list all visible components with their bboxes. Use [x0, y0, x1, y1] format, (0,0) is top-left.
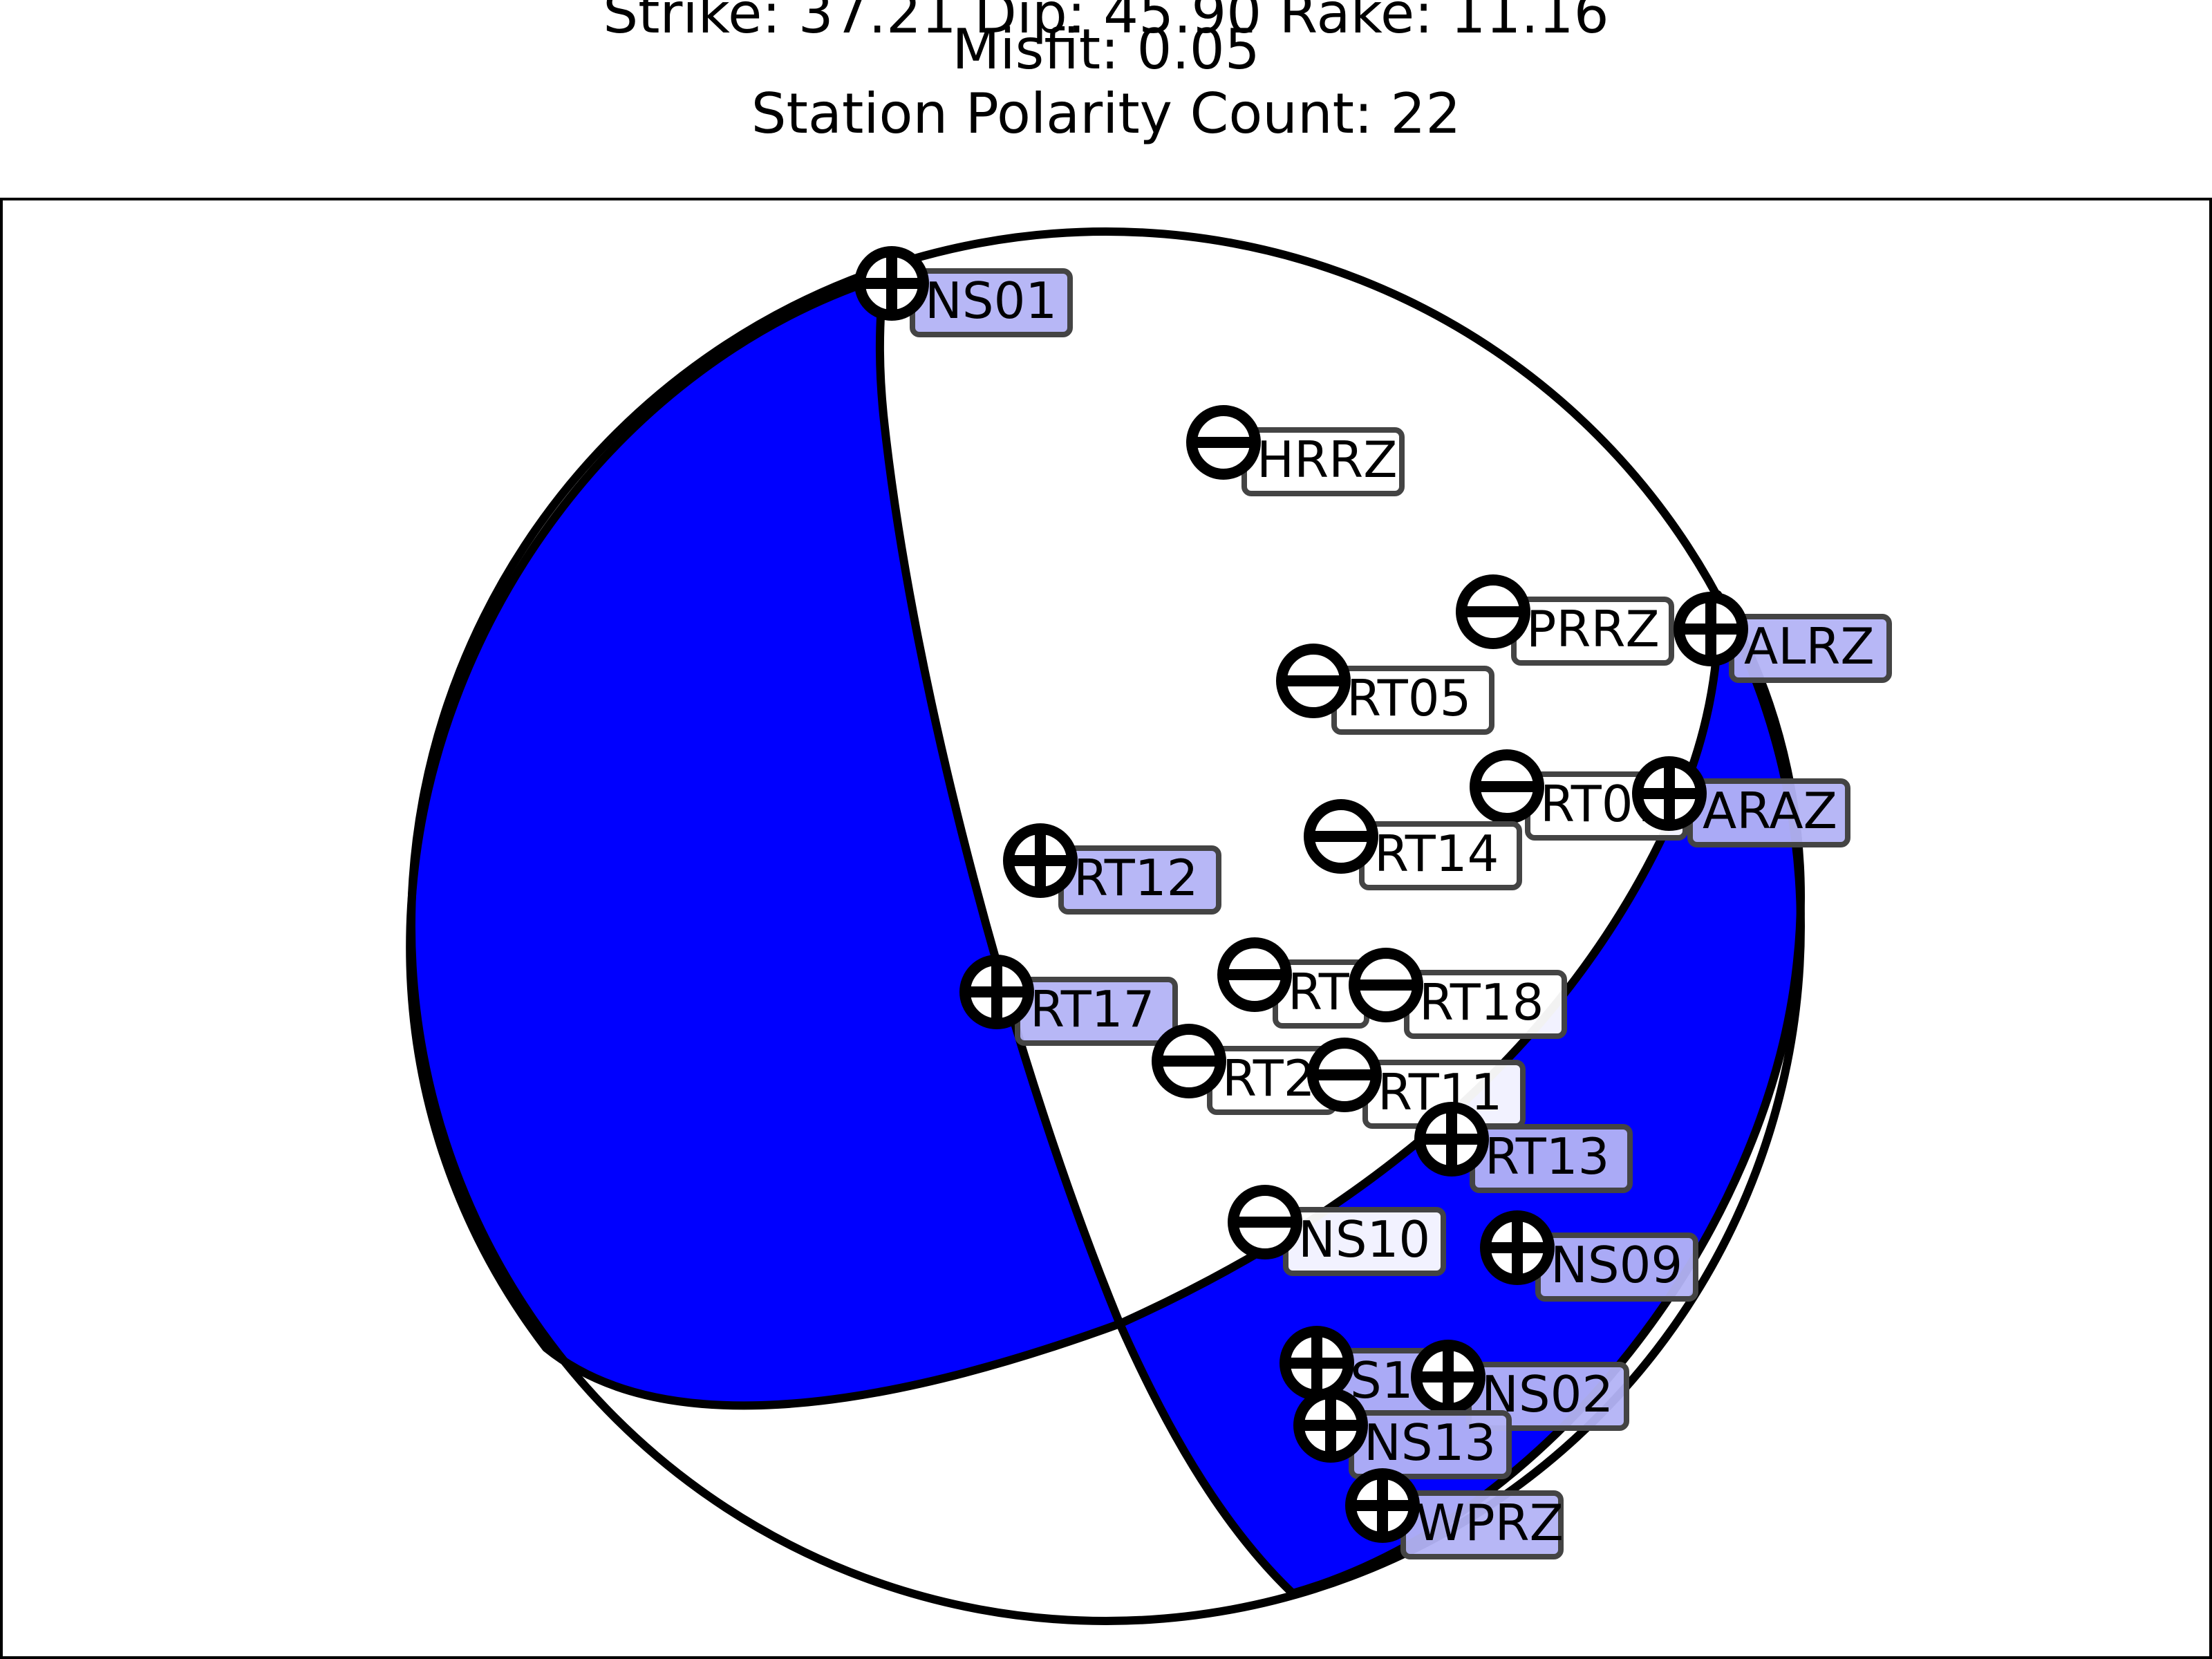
station-label: NS10	[1298, 1210, 1430, 1268]
station-label: RT13	[1485, 1127, 1609, 1185]
station-label: PRRZ	[1526, 600, 1660, 658]
station-label: RT18	[1419, 973, 1544, 1031]
station-rt14: RT14	[1304, 799, 1522, 890]
station-label: NS01	[925, 272, 1057, 330]
station-label: ALRZ	[1744, 617, 1875, 675]
station-label: RT17	[1030, 980, 1154, 1038]
compressional-quadrant-west	[406, 272, 1124, 1410]
station-label: RT05	[1347, 669, 1471, 727]
polarity-count-label: Station Polarity Count: 22	[751, 82, 1461, 146]
station-label: RT14	[1374, 825, 1499, 883]
focal-sphere	[406, 227, 1806, 1625]
station-label: NS13	[1364, 1414, 1496, 1472]
station-ns10: NS10	[1228, 1185, 1446, 1276]
station-label: HRRZ	[1257, 431, 1398, 489]
station-ns01: NS01	[854, 246, 1073, 337]
station-ns13: NS13	[1293, 1388, 1512, 1479]
station-rt05: RT05	[1276, 644, 1494, 735]
station-label: NS09	[1550, 1236, 1683, 1294]
station-prrz: PRRZ	[1456, 574, 1674, 666]
station-rt11: RT11	[1307, 1038, 1526, 1129]
station-ns02: NS02	[1411, 1340, 1629, 1431]
station-rt13: RT13	[1414, 1102, 1633, 1193]
station-label: RT	[1288, 963, 1350, 1021]
station-rt2: RT2	[1152, 1024, 1337, 1115]
mechanism-title: Strike: 37.21 Dip: 45.90 Rake: 11.16	[603, 0, 1609, 46]
station-label: WPRZ	[1416, 1494, 1564, 1552]
station-araz: ARAZ	[1632, 756, 1850, 847]
station-rt18: RT18	[1349, 948, 1567, 1039]
station-label: ARAZ	[1703, 782, 1837, 840]
station-wprz: WPRZ	[1345, 1468, 1564, 1559]
focal-sphere-outline	[407, 227, 1805, 1625]
station-rt: RT	[1217, 937, 1369, 1029]
station-hrrz: HRRZ	[1186, 405, 1405, 496]
station-ns09: NS09	[1480, 1210, 1698, 1302]
station-label: RT12	[1074, 849, 1198, 907]
misfit-label: Misfit: 0.05	[952, 17, 1260, 82]
station-alrz: ALRZ	[1674, 592, 1892, 683]
station-label: RT2	[1222, 1049, 1315, 1107]
station-rt12: RT12	[1003, 823, 1221, 915]
station-rt17: RT17	[959, 955, 1178, 1046]
plot-frame	[0, 198, 2212, 1659]
